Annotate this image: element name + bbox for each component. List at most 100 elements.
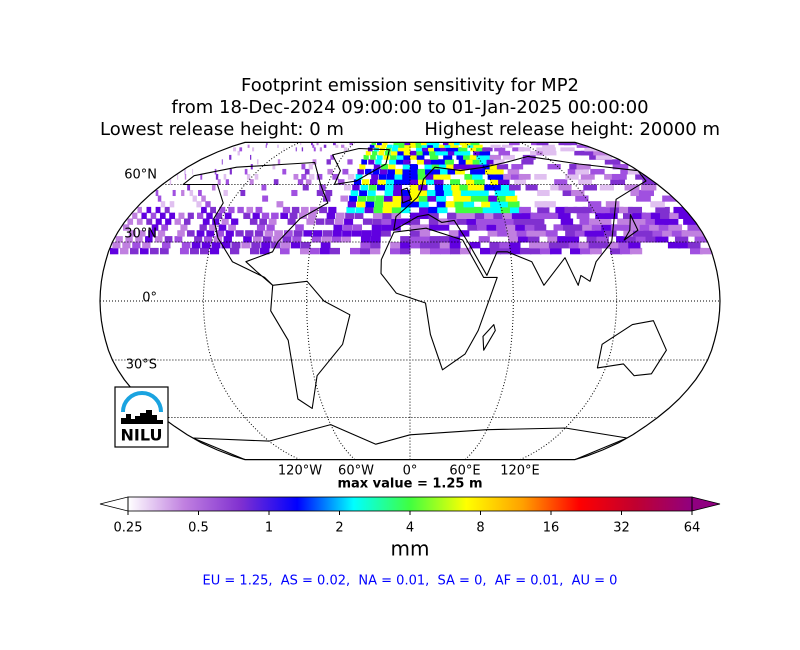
plume-cell [381, 144, 387, 148]
plume-cell [627, 168, 644, 175]
plume-cell [564, 206, 578, 214]
plume-cell [431, 142, 440, 146]
plume-cell [354, 212, 364, 219]
plume-cell [623, 230, 637, 237]
plume-cell [215, 212, 223, 219]
plume-cell [349, 142, 354, 146]
plume-cell [519, 206, 531, 214]
plume-cell [526, 230, 539, 237]
plume-cell [164, 236, 173, 243]
plume-cell [476, 184, 487, 191]
plume-cell [312, 159, 317, 165]
plume-cell [380, 230, 391, 237]
plume-cell [477, 189, 489, 197]
plume-cell [159, 212, 166, 219]
plume-cell [558, 242, 571, 249]
plume-cell [266, 142, 268, 146]
lat-label: 30°N [124, 227, 157, 242]
plume-cell [155, 206, 161, 214]
plume-cell [189, 189, 194, 197]
plume-cell [431, 164, 441, 170]
plume-cell [399, 142, 405, 146]
plume-cell [652, 230, 666, 237]
plume-cell [365, 150, 371, 156]
plume-cell [213, 236, 223, 243]
plume-cell [379, 168, 388, 175]
colorbar-tick-label: 1 [265, 521, 273, 536]
plume-cell [481, 201, 493, 208]
plume-cell [443, 184, 453, 191]
plume-cell [455, 206, 467, 214]
plume-cell [381, 218, 392, 225]
plume-cell [479, 159, 491, 165]
plume-cell [216, 230, 225, 237]
plume-cell [252, 236, 262, 243]
plume-cell [244, 168, 248, 175]
plume-cell [369, 144, 375, 148]
plume-cell [148, 230, 156, 237]
plume-cell [256, 224, 266, 231]
plume-cell [527, 236, 540, 243]
plume-cell [250, 154, 252, 160]
plume-cell [588, 201, 602, 208]
plume-cell [604, 159, 621, 165]
plume-cell [325, 218, 334, 225]
plume-cell [410, 173, 419, 180]
plume-cell [243, 236, 252, 243]
plume-cell [316, 189, 324, 197]
plume-cell [573, 206, 587, 214]
plume-cell [401, 189, 411, 197]
plume-cell [428, 218, 440, 225]
plume-cell [580, 173, 595, 180]
plume-cell [591, 206, 605, 214]
plume-cell [364, 168, 372, 175]
plume-cell [465, 159, 476, 165]
plume-cell [567, 236, 580, 243]
plume-cell [401, 201, 411, 208]
plume-cell [313, 230, 323, 237]
plume-cell [410, 236, 421, 243]
plume-cell [476, 224, 489, 231]
plume-cell [490, 144, 501, 148]
plume-cell [513, 218, 526, 225]
plume-cell [691, 230, 705, 237]
plume-cell [320, 242, 331, 249]
lon-label: 120°W [278, 464, 322, 479]
plume-cell [279, 247, 290, 255]
plume-cell [394, 173, 403, 180]
plume-cell [237, 150, 240, 156]
plume-cell [641, 184, 657, 191]
plume-cell [616, 236, 629, 243]
plume-cell [490, 247, 502, 255]
plume-cell [520, 247, 532, 255]
plume-cell [231, 218, 239, 225]
plume-cell [658, 224, 673, 231]
plume-cell [399, 247, 411, 255]
plume-cell [209, 224, 217, 231]
plume-cell [283, 230, 293, 237]
plume-cell [452, 147, 462, 152]
plume-cell [508, 142, 520, 146]
plume-cell [341, 144, 345, 148]
plume-cell [432, 144, 441, 148]
plume-cell [410, 242, 421, 249]
plume-cell [359, 189, 368, 197]
plume-cell [382, 212, 392, 219]
plume-cell [498, 150, 511, 156]
plume-cell [630, 247, 643, 255]
plume-cell [440, 247, 451, 255]
plume-cell [199, 224, 207, 231]
plume-cell [441, 150, 451, 156]
plume-cell [632, 212, 646, 219]
plume-cell [357, 195, 366, 202]
plume-cell [445, 201, 456, 208]
plume-cell [582, 206, 596, 214]
plume-cell [507, 201, 520, 208]
logo: NILU [114, 386, 169, 448]
plume-cell [252, 212, 260, 219]
plume-cell [500, 184, 513, 191]
plume-cell [169, 179, 172, 185]
plume-cell [512, 147, 525, 152]
plume-cell [580, 247, 592, 255]
plume-cell [487, 173, 499, 180]
